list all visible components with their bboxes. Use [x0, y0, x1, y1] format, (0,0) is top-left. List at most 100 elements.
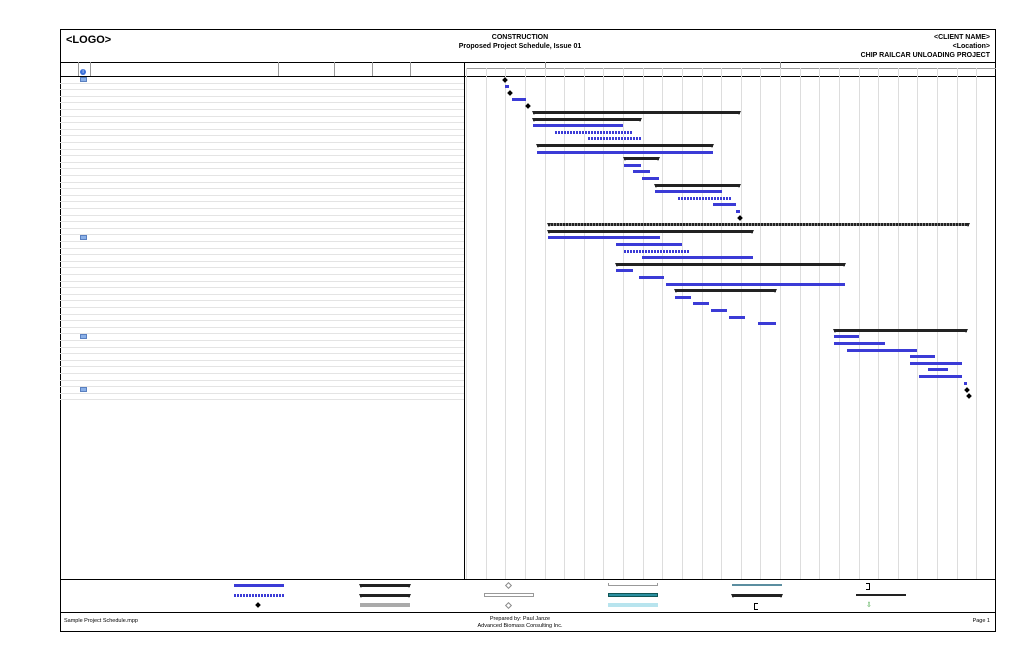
row-divider — [60, 161, 464, 163]
month-gridline — [623, 68, 625, 579]
legend-external-swatch — [360, 603, 410, 607]
footer-filename: Sample Project Schedule.mpp — [64, 618, 138, 624]
task-bar — [910, 355, 936, 359]
task-bar — [736, 210, 741, 213]
row-divider — [60, 307, 464, 308]
month-label — [976, 69, 996, 77]
month-label — [564, 69, 584, 77]
footer-company: Advanced Biomass Consulting Inc. — [477, 623, 563, 629]
row-divider — [60, 194, 464, 196]
row-divider — [60, 267, 464, 269]
month-gridline — [583, 68, 585, 579]
row-divider — [60, 320, 464, 322]
summary-bar — [832, 328, 968, 333]
month-gridline — [721, 68, 723, 579]
row-divider — [60, 142, 464, 143]
page-frame — [60, 29, 996, 632]
task-bar — [587, 137, 642, 141]
summary-bar — [536, 144, 715, 148]
gantt-separator — [464, 62, 465, 579]
doc-title: CONSTRUCTION — [491, 34, 549, 41]
summary-bar — [546, 223, 971, 228]
legend-finish-only-swatch — [866, 583, 870, 590]
task-bar — [833, 342, 886, 345]
task-bar — [623, 163, 642, 167]
summary-bar — [622, 157, 661, 162]
task-start — [372, 393, 408, 401]
column-separator — [334, 62, 335, 76]
task-bar — [927, 368, 949, 372]
month-gridline — [466, 68, 467, 579]
month-gridline — [976, 68, 978, 579]
month-gridline — [505, 68, 507, 579]
task-bar — [537, 150, 713, 154]
row-divider — [60, 392, 464, 394]
row-divider — [60, 155, 464, 157]
legend-inactive-summary-swatch — [608, 583, 658, 586]
month-gridline — [681, 68, 683, 579]
task-name — [100, 393, 280, 401]
row-divider — [60, 366, 464, 368]
year-label — [545, 62, 781, 70]
month-gridline — [799, 68, 801, 579]
footer-prepared-by: Prepared by: Paul Janze — [489, 616, 551, 622]
month-gridline — [937, 68, 939, 579]
month-label — [800, 69, 820, 77]
row-divider — [60, 201, 464, 203]
task-bar — [846, 348, 918, 352]
task-bar — [713, 203, 736, 207]
year-divider — [780, 62, 782, 68]
month-gridline — [780, 68, 782, 579]
row-divider — [60, 234, 464, 236]
month-label — [937, 69, 957, 77]
month-label — [859, 69, 879, 77]
month-gridline — [485, 68, 487, 579]
legend-top-border — [60, 579, 996, 580]
grid-top-border — [60, 62, 996, 63]
summary-bar — [654, 183, 742, 188]
row-divider — [60, 386, 464, 388]
summary-bar — [546, 229, 755, 234]
legend-task-swatch — [234, 584, 284, 587]
footer-page-number: Page 1 — [972, 618, 990, 624]
month-gridline — [642, 68, 644, 579]
legend-manual-summary-swatch — [731, 594, 783, 598]
column-separator — [78, 62, 79, 76]
client-name: <CLIENT NAME> — [933, 34, 990, 41]
row-divider — [60, 346, 464, 348]
task-bar — [710, 309, 728, 312]
project-name: CHIP RAILCAR UNLOADING PROJECT — [860, 52, 990, 59]
column-separator — [90, 62, 91, 76]
row-divider — [60, 254, 464, 256]
row-divider — [60, 353, 464, 355]
row-divider — [60, 300, 464, 302]
legend-duration-only-swatch — [608, 603, 658, 607]
row-divider — [60, 241, 464, 242]
client-location: <Location> — [952, 43, 990, 50]
summary-bar — [531, 117, 642, 122]
row-divider — [60, 135, 464, 137]
month-label — [486, 69, 506, 77]
month-label — [780, 69, 800, 77]
month-label — [702, 69, 722, 77]
month-label — [839, 69, 859, 77]
row-divider — [60, 333, 464, 335]
task-bar — [963, 381, 967, 385]
row-divider — [60, 221, 464, 223]
doc-subtitle: Proposed Project Schedule, Issue 01 — [458, 43, 582, 50]
month-label — [662, 69, 682, 77]
task-bar — [758, 322, 777, 326]
row-divider — [60, 293, 464, 295]
legend-manual-task-swatch — [608, 593, 658, 597]
month-label — [623, 69, 643, 77]
column-separator — [372, 62, 373, 76]
legend-split-swatch — [234, 594, 284, 597]
task-bar — [616, 243, 682, 246]
column-separator — [410, 62, 411, 76]
task-bar — [623, 249, 691, 253]
timescale-divider — [466, 68, 996, 69]
summary-bar — [531, 111, 742, 115]
legend-start-only-swatch — [754, 603, 758, 610]
month-label — [545, 69, 565, 77]
month-label — [760, 69, 780, 77]
